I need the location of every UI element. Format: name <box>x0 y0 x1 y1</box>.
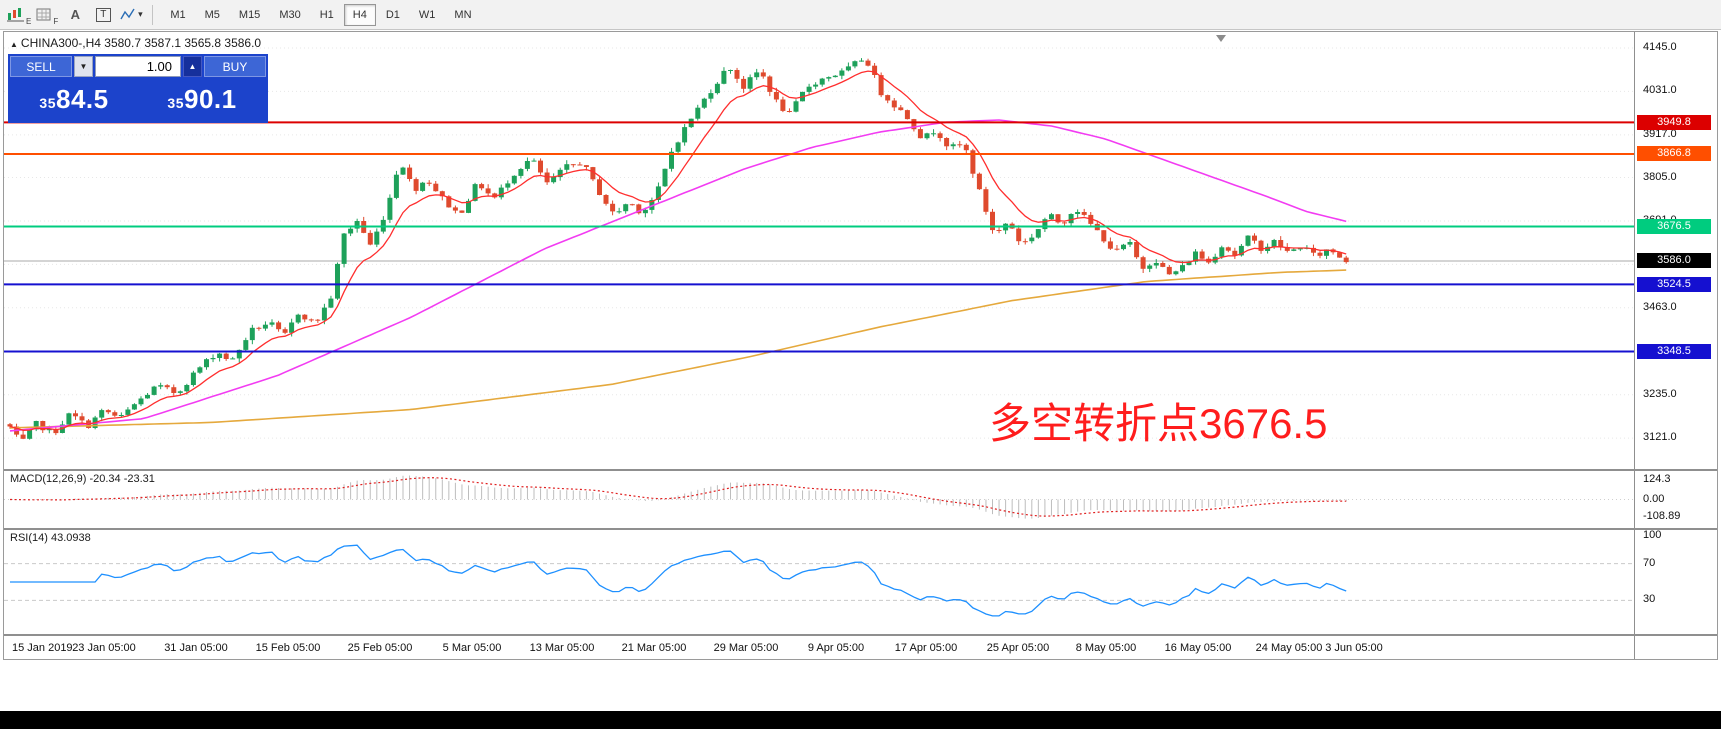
macd-axis-tick: 124.3 <box>1643 472 1671 485</box>
text-box-icon[interactable]: T <box>90 3 116 27</box>
draw-objects-icon[interactable]: ▾ <box>118 3 144 27</box>
timeframe-button-M1[interactable]: M1 <box>161 4 194 26</box>
level-price-label: 3348.5 <box>1637 343 1711 359</box>
rsi-chart <box>4 544 1634 617</box>
level-price-label: 3866.8 <box>1637 146 1711 162</box>
grid-settings-icon[interactable]: F <box>34 3 60 27</box>
time-axis[interactable]: 15 Jan 2019 23 Jan 05:00 31 Jan 05:00 15 Fe… <box>4 636 1634 659</box>
time-axis-tick: 25 Feb 05:00 <box>347 642 413 654</box>
bid-price-label: 3586.0 <box>1637 253 1711 269</box>
price-axis-tick: 4031.0 <box>1643 84 1677 97</box>
level-price-label: 3524.5 <box>1637 276 1711 292</box>
time-axis-tick: 13 Mar 05:00 <box>529 642 595 654</box>
timeframe-group: M1 M5 M15 M30 H1 H4 D1 W1 MN <box>161 3 480 26</box>
volume-decrease-button[interactable]: ▼ <box>74 56 93 77</box>
level-price-label: 3949.8 <box>1637 114 1711 130</box>
macd-axis-tick: 0.00 <box>1643 492 1665 505</box>
chart-header-text: CHINA300-,H4 3580.7 3587.1 3565.8 3586.0 <box>20 36 262 50</box>
time-axis-tick: 15 Feb 05:00 <box>255 642 321 654</box>
volume-increase-button[interactable]: ▲ <box>183 56 202 77</box>
time-axis-tick: 8 May 05:00 <box>1075 642 1137 654</box>
chart-header: ▲ CHINA300-,H4 3580.7 3587.1 3565.8 3586.… <box>10 36 261 50</box>
time-axis-tick: 29 Mar 05:00 <box>713 642 779 654</box>
price-axis-tick: 3463.0 <box>1643 300 1677 313</box>
sell-price[interactable]: 3584.5 <box>10 84 138 115</box>
timeframe-button-H4[interactable]: H4 <box>343 3 376 26</box>
icon-subscript-f: F <box>53 16 59 26</box>
header-arrow-icon: ▲ <box>10 40 18 49</box>
timeframe-button-MN[interactable]: MN <box>445 4 480 26</box>
chart-shift-marker[interactable] <box>1216 35 1226 42</box>
candlestick-chart[interactable] <box>4 32 1634 469</box>
level-price-label: 3676.5 <box>1637 218 1711 234</box>
price-axis-tick: 3235.0 <box>1643 387 1677 400</box>
panel-separator[interactable] <box>4 634 1717 636</box>
icon-subscript-e: E <box>26 16 32 26</box>
volume-input[interactable] <box>95 56 181 77</box>
timeframe-button-M15[interactable]: M15 <box>230 4 269 26</box>
time-axis-tick: 16 May 05:00 <box>1164 642 1232 654</box>
time-axis-tick: 31 Jan 05:00 <box>164 642 228 654</box>
buy-price-prefix: 35 <box>167 94 184 111</box>
price-axis-tick: 3805.0 <box>1643 170 1677 183</box>
buy-price[interactable]: 3590.1 <box>138 84 266 115</box>
main-chart-panel[interactable]: ▲ CHINA300-,H4 3580.7 3587.1 3565.8 3586.… <box>4 32 1634 469</box>
timeframe-button-H1[interactable]: H1 <box>311 4 343 26</box>
time-axis-tick: 5 Mar 05:00 <box>442 642 502 654</box>
polyline-icon <box>120 8 135 20</box>
buy-button[interactable]: BUY <box>204 56 266 77</box>
rsi-title: RSI(14) 43.0938 <box>10 532 91 544</box>
rsi-axis-tick: 70 <box>1643 556 1656 569</box>
rsi-axis-tick: 30 <box>1643 593 1656 606</box>
annotation-text: 多空转折点3676.5 <box>989 400 1328 447</box>
time-axis-tick: 23 Jan 05:00 <box>72 642 136 654</box>
one-click-trading-panel: SELL ▼ ▲ BUY 3584.5 3590.1 <box>8 54 268 123</box>
macd-panel[interactable]: MACD(12,26,9) -20.34 -23.31 <box>4 471 1634 528</box>
toolbar-separator <box>152 4 154 25</box>
timeframe-button-M30[interactable]: M30 <box>270 4 309 26</box>
time-axis-tick: 25 Apr 05:00 <box>986 642 1050 654</box>
panel-separator[interactable] <box>4 469 1717 471</box>
macd-axis-tick: -108.89 <box>1643 509 1681 522</box>
price-axis-tick: 3917.0 <box>1643 127 1677 140</box>
price-axis-tick: 3121.0 <box>1643 431 1677 444</box>
boxed-t-glyph: T <box>95 7 111 22</box>
time-axis-tick: 21 Mar 05:00 <box>621 642 687 654</box>
time-axis-tick: 3 Jun 05:00 <box>1325 642 1383 654</box>
price-axis-tick: 4145.0 <box>1643 41 1677 53</box>
taskbar-strip <box>0 711 1721 729</box>
macd-chart <box>4 475 1634 519</box>
rsi-axis-tick: 100 <box>1643 529 1662 541</box>
time-axis-tick: 9 Apr 05:00 <box>807 642 865 654</box>
chart-template-icon[interactable]: E <box>6 3 32 27</box>
panel-separator[interactable] <box>4 528 1717 530</box>
sell-price-prefix: 35 <box>39 94 56 111</box>
timeframe-button-W1[interactable]: W1 <box>410 4 445 26</box>
caret-down-icon: ▾ <box>138 9 143 19</box>
time-axis-tick: 24 May 05:00 <box>1255 642 1323 654</box>
time-axis-tick: 15 Jan 2019 <box>12 642 73 654</box>
time-axis-tick: 17 Apr 05:00 <box>894 642 958 654</box>
macd-title: MACD(12,26,9) -20.34 -23.31 <box>10 473 155 485</box>
rsi-panel[interactable]: RSI(14) 43.0938 <box>4 530 1634 634</box>
chart-window: ▲ CHINA300-,H4 3580.7 3587.1 3565.8 3586.… <box>3 31 1718 660</box>
timeframe-button-D1[interactable]: D1 <box>377 4 409 26</box>
mini-candles-icon <box>7 8 24 22</box>
top-toolbar: E F A T ▾ M1 M5 M15 M30 H1 H4 D1 W1 MN <box>0 0 1721 30</box>
timeframe-button-M5[interactable]: M5 <box>196 4 229 26</box>
axis-border <box>1634 32 1635 659</box>
grid-icon <box>36 8 51 20</box>
text-label-icon[interactable]: A <box>70 7 81 22</box>
sell-button[interactable]: SELL <box>10 56 72 77</box>
price-axis[interactable]: 4145.04031.03917.03805.03691.03463.03235… <box>1635 32 1717 659</box>
sell-price-big: 84.5 <box>55 83 109 114</box>
buy-price-big: 90.1 <box>183 83 237 114</box>
